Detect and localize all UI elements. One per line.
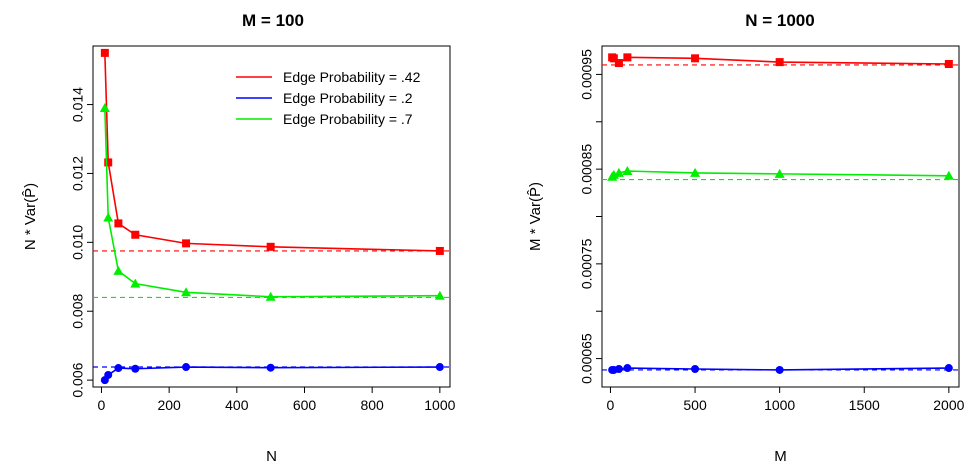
data-point bbox=[613, 167, 624, 177]
x-tick-label: 800 bbox=[360, 397, 384, 413]
data-point bbox=[775, 365, 784, 374]
x-tick-label: 400 bbox=[225, 397, 249, 413]
data-point bbox=[114, 364, 123, 373]
data-point bbox=[266, 363, 275, 372]
panel-1: M = 100 0 200 400 600 800 1000 0.006 0.008 0.010 0… bbox=[22, 11, 456, 465]
data-point bbox=[113, 265, 124, 275]
panel-2: N = 1000 0 500 1000 1500 2000 0.00065 0.00075 0.… bbox=[527, 11, 965, 465]
y-tick-label: 0.00085 bbox=[579, 144, 595, 195]
data-point bbox=[265, 291, 276, 301]
data-point bbox=[609, 54, 618, 63]
y-tick-label: 0.014 bbox=[70, 87, 86, 122]
data-point bbox=[131, 230, 140, 239]
x-tick-label: 2000 bbox=[933, 397, 964, 413]
data-point bbox=[435, 363, 444, 372]
data-point bbox=[623, 364, 632, 373]
data-point bbox=[614, 365, 623, 374]
x-tick-label: 200 bbox=[157, 397, 181, 413]
data-point bbox=[103, 212, 114, 222]
x-axis-label: M bbox=[774, 448, 787, 465]
data-point bbox=[104, 370, 113, 379]
y-axis-label: M * Var(P̂) bbox=[527, 182, 544, 251]
y-tick-label: 0.012 bbox=[70, 156, 86, 191]
y-tick-label: 0.006 bbox=[70, 362, 86, 397]
x-tick-label: 500 bbox=[683, 397, 707, 413]
x-tick-label: 0 bbox=[607, 397, 615, 413]
y-tick-label: 0.008 bbox=[70, 293, 86, 328]
plot-area bbox=[93, 48, 450, 385]
data-point bbox=[434, 290, 445, 300]
legend-label-3: Edge Probability = .7 bbox=[283, 111, 413, 127]
y-tick-label: 0.00095 bbox=[579, 49, 595, 100]
x-tick-label: 1000 bbox=[424, 397, 455, 413]
legend: Edge Probability = .42 Edge Probability =… bbox=[236, 69, 421, 127]
legend-label-1: Edge Probability = .42 bbox=[283, 69, 421, 85]
data-point bbox=[775, 58, 784, 67]
data-point bbox=[622, 166, 633, 176]
y-tick-label: 0.00065 bbox=[579, 333, 595, 384]
data-point bbox=[943, 170, 954, 180]
y-tick-label: 0.010 bbox=[70, 225, 86, 260]
x-axis-label: N bbox=[266, 448, 277, 465]
data-point bbox=[691, 54, 700, 63]
plot-frame bbox=[601, 45, 960, 388]
data-point bbox=[944, 364, 953, 373]
data-point bbox=[690, 167, 701, 177]
data-point bbox=[99, 103, 110, 112]
data-point bbox=[435, 246, 444, 255]
chart-title: N = 1000 bbox=[745, 11, 814, 30]
data-point bbox=[181, 287, 192, 297]
data-point bbox=[774, 168, 785, 178]
legend-label-2: Edge Probability = .2 bbox=[283, 90, 413, 106]
data-point bbox=[691, 365, 700, 374]
data-point bbox=[130, 278, 141, 288]
data-point bbox=[100, 48, 109, 57]
data-point bbox=[182, 363, 191, 372]
x-tick-label: 0 bbox=[98, 397, 106, 413]
data-point bbox=[623, 53, 632, 62]
y-axis-label: N * Var(P̂) bbox=[22, 183, 39, 250]
y-tick-label: 0.00075 bbox=[579, 238, 595, 289]
x-tick-label: 1000 bbox=[764, 397, 795, 413]
data-point bbox=[104, 158, 113, 167]
x-tick-label: 1500 bbox=[849, 397, 880, 413]
data-point bbox=[944, 59, 953, 68]
x-tick-label: 600 bbox=[293, 397, 317, 413]
plot-area bbox=[602, 53, 959, 374]
data-point bbox=[114, 219, 123, 228]
data-point bbox=[614, 59, 623, 68]
series-line-3 bbox=[104, 107, 440, 298]
data-point bbox=[131, 364, 140, 373]
data-point bbox=[266, 242, 275, 251]
plot-frame bbox=[92, 45, 451, 388]
data-point bbox=[182, 239, 191, 248]
chart-title: M = 100 bbox=[242, 11, 304, 30]
